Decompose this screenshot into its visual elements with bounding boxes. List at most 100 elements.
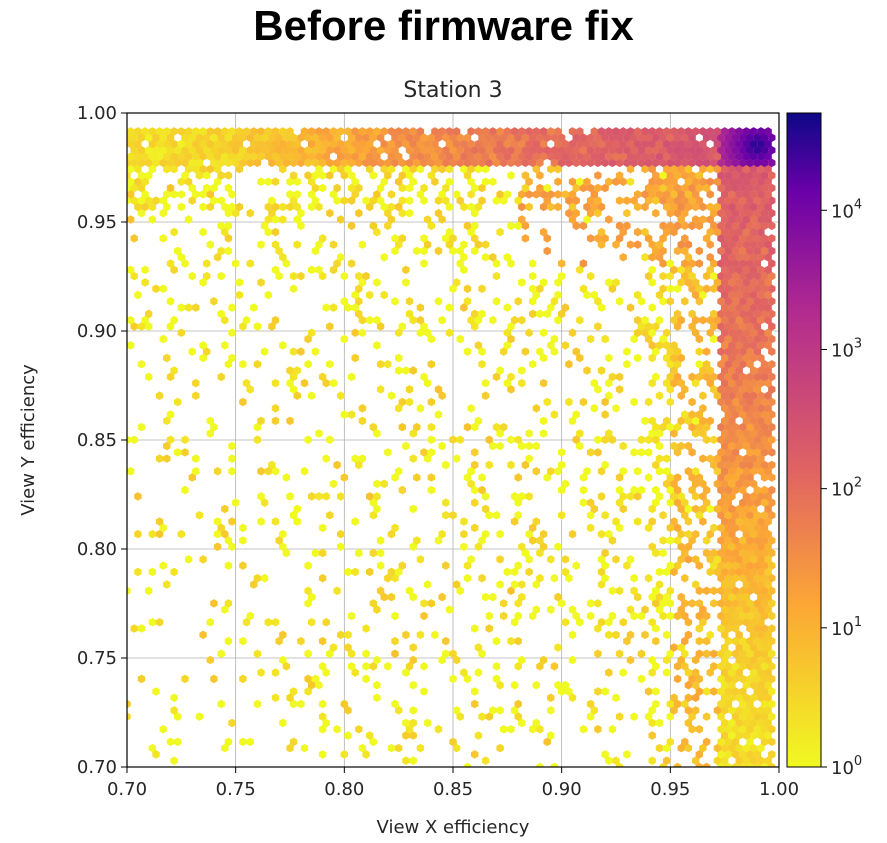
hexbin-cell: [463, 146, 472, 155]
hexbin-cell: [547, 693, 555, 702]
hexbin-cell: [163, 190, 171, 199]
hexbin-cell: [257, 127, 265, 136]
hexbin-cell: [742, 391, 751, 400]
hexbin-cell: [623, 561, 631, 570]
hexbin-cell: [615, 586, 624, 596]
hexbin-cell: [724, 171, 732, 180]
hexbin-cell: [318, 271, 327, 281]
hexbin-cell: [355, 297, 363, 306]
hexbin-cell: [721, 555, 729, 564]
hexbin-cell: [304, 674, 312, 684]
hexbin-cell: [507, 322, 515, 331]
hexbin-cell: [760, 208, 769, 218]
hexbin-cell: [764, 567, 772, 577]
hexbin-cell: [757, 605, 765, 614]
hexbin-cell: [749, 366, 758, 375]
hexbin-cell: [742, 378, 751, 388]
hexbin-cell: [478, 133, 486, 142]
hexbin-cell: [239, 737, 247, 747]
hexbin-cell: [329, 378, 338, 388]
hexbin-cell: [706, 529, 714, 539]
hexbin-cell: [362, 146, 370, 155]
hexbin-cell: [721, 529, 729, 539]
hexbin-cell: [289, 196, 298, 205]
hexbin-cell: [717, 448, 725, 457]
hexbin-cell: [337, 630, 345, 640]
hexbin-cell: [264, 467, 272, 476]
hexbin-cell: [695, 171, 703, 180]
hexbin-cell: [597, 555, 606, 564]
hexbin-cell: [597, 492, 606, 501]
hexbin-cell: [641, 152, 649, 161]
hexbin-cell: [601, 183, 609, 193]
hexbin-cell: [438, 215, 446, 224]
hexbin-cell: [427, 360, 435, 369]
hexbin-cell: [478, 649, 486, 658]
hexbin-cell: [431, 152, 439, 161]
hexbin-cell: [518, 215, 526, 224]
hexbin-cell: [242, 315, 251, 325]
hexbin-cell: [739, 485, 747, 495]
hexbin-cell: [177, 177, 185, 186]
hexbin-cell: [456, 246, 464, 256]
hexbin-cell: [724, 611, 732, 621]
hexbin-cell: [749, 542, 758, 551]
hexbin-cell: [514, 473, 522, 482]
hexbin-cell: [655, 139, 664, 149]
hexbin-cell: [177, 529, 185, 539]
hexbin-cell: [695, 347, 703, 356]
hexbin-cell: [366, 731, 374, 740]
hexbin-cell: [543, 234, 551, 243]
hexbin-cell: [329, 127, 338, 136]
hexbin-cell: [529, 259, 537, 268]
hexbin-cell: [746, 158, 754, 168]
hexbin-cell: [521, 171, 530, 180]
hexbin-cell: [652, 599, 660, 608]
hexbin-cell: [163, 164, 171, 174]
hexbin-cell: [547, 555, 555, 564]
hexbin-cell: [213, 253, 222, 262]
hexbin-cell: [684, 177, 693, 186]
hexbin-cell: [739, 473, 747, 482]
hexbin-cell: [731, 599, 740, 608]
hexbin-cell: [601, 687, 609, 696]
hexbin-cell: [145, 586, 153, 596]
hexbin-cell: [565, 573, 573, 583]
y-tick-label: 0.75: [77, 648, 117, 669]
hexbin-cell: [518, 278, 526, 287]
hexbin-cell: [503, 378, 511, 388]
hexbin-cell: [760, 498, 769, 507]
hexbin-cell: [347, 146, 356, 155]
hexbin-cell: [427, 435, 435, 444]
hexbin-cell: [525, 454, 533, 463]
hexbin-cell: [507, 221, 515, 231]
hexbin-cell: [521, 347, 530, 356]
hexbin-cell: [572, 158, 580, 168]
hexbin-cell: [746, 171, 754, 180]
hexbin-cell: [554, 315, 562, 325]
y-axis-label: View Y efficiency: [18, 364, 39, 516]
hexbin-cell: [141, 202, 149, 212]
hexbin-cell: [637, 133, 646, 142]
hexbin-cell: [550, 410, 559, 419]
hexbin-cell: [717, 322, 725, 331]
hexbin-cell: [760, 687, 769, 696]
hexbin-cell: [210, 674, 218, 684]
hexbin-cell: [376, 183, 385, 193]
hexbin-cell: [605, 378, 613, 388]
hexbin-cell: [402, 731, 410, 740]
hexbin-cell: [659, 158, 667, 168]
hexbin-cell: [409, 756, 417, 765]
hexbin-cell: [742, 177, 751, 186]
hexbin-cell: [717, 485, 725, 495]
hexbin-cell: [347, 183, 356, 193]
hexbin-cell: [329, 164, 338, 174]
hexbin-cell: [597, 240, 606, 249]
hexbin-cell: [659, 234, 667, 243]
x-axis-label: View X efficiency: [377, 817, 530, 838]
hexbin-cell: [134, 529, 142, 539]
hexbin-cell: [681, 636, 689, 646]
hexbin-cell: [746, 573, 754, 583]
hexbin-cell: [402, 366, 410, 375]
hexbin-cell: [137, 422, 146, 432]
